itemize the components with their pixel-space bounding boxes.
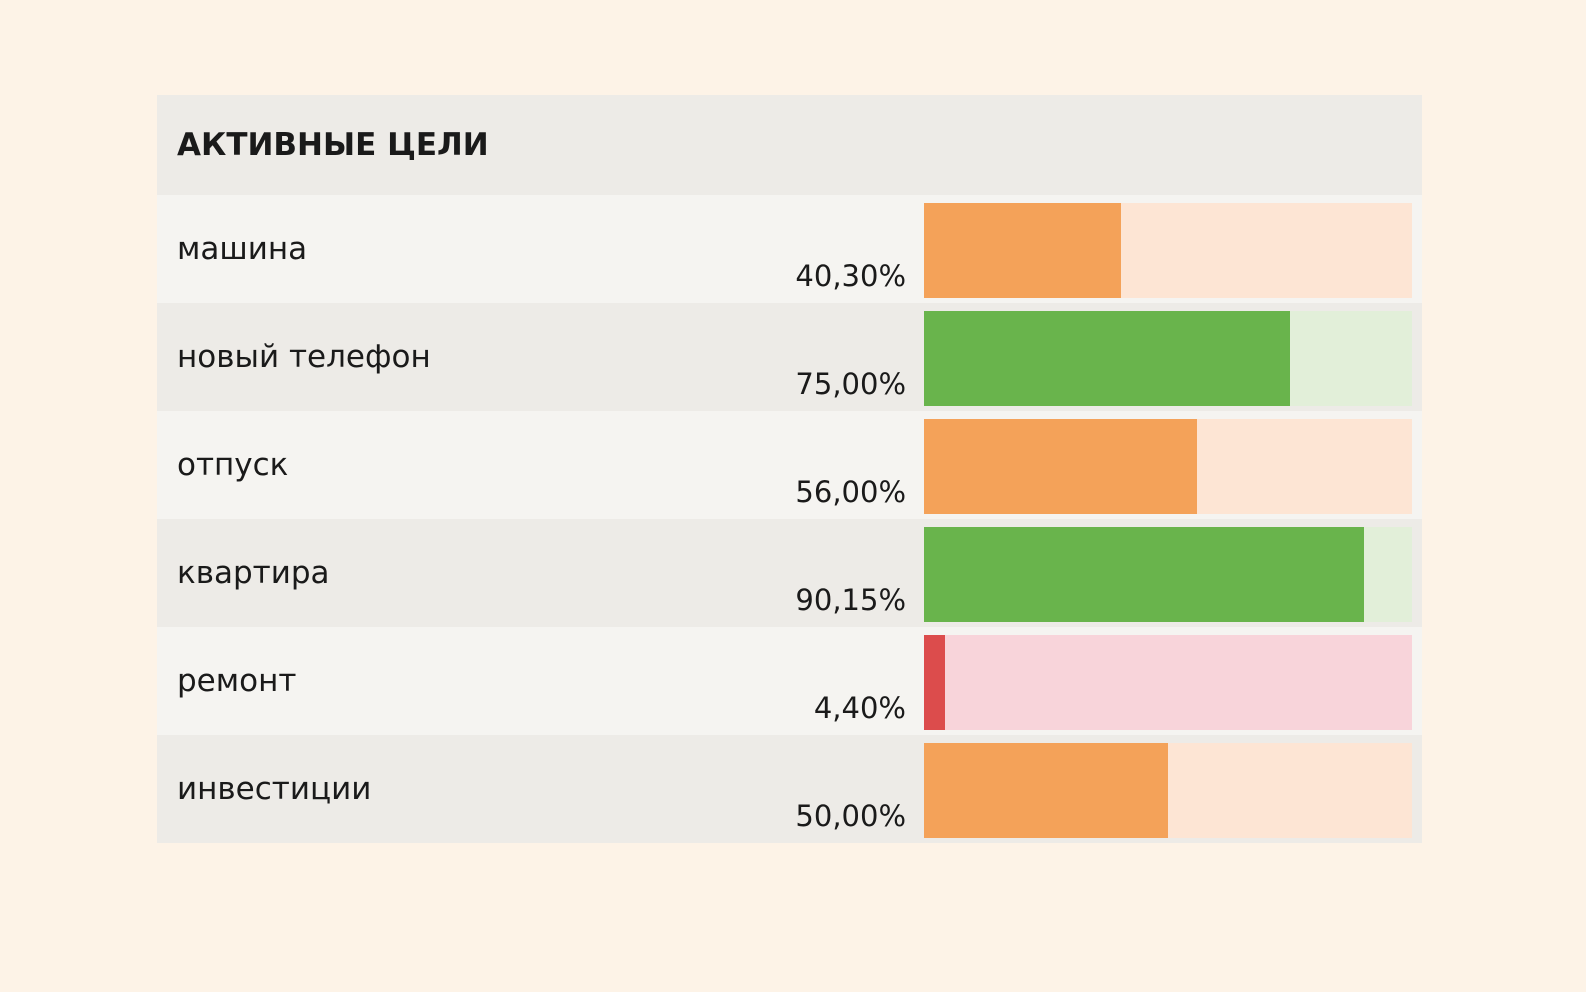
goal-list: машина 40,30% новый телефон 75,00% отпуск 56,… — [157, 195, 1422, 843]
goal-row: квартира 90,15% — [157, 519, 1422, 627]
progress-track — [924, 203, 1412, 298]
goal-percent: 4,40% — [813, 691, 906, 725]
goal-row: отпуск 56,00% — [157, 411, 1422, 519]
goal-name: ремонт — [177, 663, 297, 699]
goal-percent: 90,15% — [795, 583, 906, 617]
goal-name: квартира — [177, 555, 330, 591]
progress-fill — [924, 635, 946, 730]
goal-row: инвестиции 50,00% — [157, 735, 1422, 843]
goal-row: машина 40,30% — [157, 195, 1422, 303]
goal-name: отпуск — [177, 447, 289, 483]
goal-name: машина — [177, 231, 308, 267]
progress-track — [924, 635, 1412, 730]
card-title: АКТИВНЫЕ ЦЕЛИ — [157, 95, 1422, 195]
progress-fill — [924, 743, 1168, 838]
goals-card: АКТИВНЫЕ ЦЕЛИ машина 40,30% новый телефон 7… — [157, 95, 1422, 843]
goal-name: новый телефон — [177, 339, 431, 375]
goal-percent: 56,00% — [795, 475, 906, 509]
goal-percent: 75,00% — [795, 367, 906, 401]
goal-row: ремонт 4,40% — [157, 627, 1422, 735]
progress-track — [924, 419, 1412, 514]
progress-track — [924, 311, 1412, 406]
progress-track — [924, 743, 1412, 838]
goal-percent: 50,00% — [795, 799, 906, 833]
progress-fill — [924, 311, 1290, 406]
progress-fill — [924, 527, 1364, 622]
goal-name: инвестиции — [177, 771, 372, 807]
goal-row: новый телефон 75,00% — [157, 303, 1422, 411]
progress-track — [924, 527, 1412, 622]
progress-fill — [924, 203, 1121, 298]
progress-fill — [924, 419, 1198, 514]
goal-percent: 40,30% — [795, 259, 906, 293]
